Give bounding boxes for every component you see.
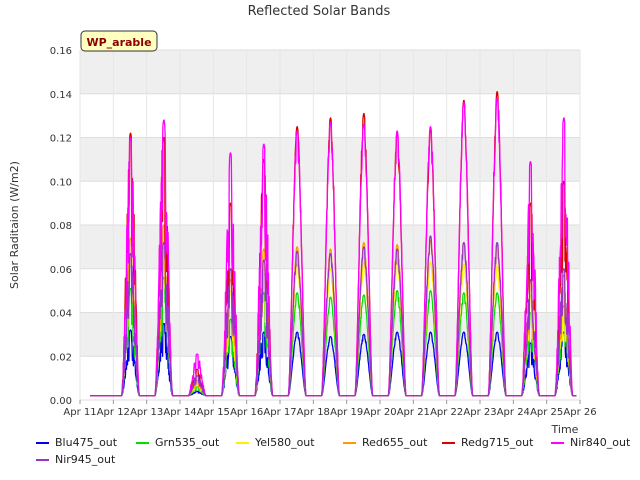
x-tick-label: Apr 16: [230, 407, 263, 418]
x-tick-label: Apr 15: [197, 407, 230, 418]
legend-item: Nir945_out: [36, 453, 115, 466]
grid-band: [80, 312, 580, 357]
x-tick-label: Apr 14: [163, 407, 196, 418]
x-tick-label: Apr 23: [463, 407, 496, 418]
legend-swatch: [36, 458, 49, 461]
series-line-Nir945_out: [89, 235, 577, 397]
legend-item: Blu475_out: [36, 436, 117, 449]
y-axis-ticks: 0.00 0.02 0.04 0.06 0.08 0.10 0.12 0.14 0.16: [50, 46, 72, 407]
x-tick-label: Apr 18: [297, 407, 330, 418]
y-tick-label: 0.02: [50, 352, 72, 363]
legend-swatch: [136, 441, 149, 444]
legend-swatch: [551, 441, 564, 444]
legend-swatch: [236, 441, 249, 444]
station-badge-label: WP_arable: [86, 36, 151, 49]
x-axis-ticks: Apr 11 Apr 12 Apr 13 Apr 14 Apr 15 Apr 16 Apr …: [63, 400, 597, 418]
x-tick-label: Apr 17: [263, 407, 296, 418]
legend-label: Grn535_out: [155, 436, 220, 449]
legend-item: Redg715_out: [442, 436, 533, 449]
station-badge: WP_arable: [80, 30, 158, 52]
x-tick-label: Apr 11: [63, 407, 96, 418]
legend-swatch: [442, 441, 455, 444]
y-tick-label: 0.00: [50, 396, 72, 407]
y-tick-label: 0.14: [50, 90, 72, 101]
x-tick-label: Apr 12: [97, 407, 130, 418]
x-tick-label: Apr 19: [330, 407, 363, 418]
legend-swatch: [36, 441, 49, 444]
legend-label: Blu475_out: [55, 436, 118, 449]
series-layer: [89, 91, 577, 397]
y-tick-label: 0.12: [50, 134, 72, 145]
y-tick-label: 0.10: [50, 177, 72, 188]
y-tick-label: 0.08: [50, 221, 72, 232]
legend-label: Yel580_out: [255, 436, 315, 449]
station-badge-box: [80, 30, 158, 52]
legend-label: Nir840_out: [570, 436, 631, 449]
legend-label: Red655_out: [362, 436, 428, 449]
legend-item: Yel580_out: [236, 436, 315, 449]
y-axis-label: Solar Raditaion (W/m2): [8, 161, 21, 289]
grid-band: [80, 225, 580, 269]
legend-swatch: [343, 441, 356, 444]
x-tick-label: Apr 13: [130, 407, 163, 418]
legend-label: Redg715_out: [461, 436, 534, 449]
x-tick-label: Apr 20: [363, 407, 396, 418]
y-tick-label: 0.06: [50, 265, 72, 276]
legend-label: Nir945_out: [55, 453, 116, 466]
chart-title: Reflected Solar Bands: [248, 4, 391, 19]
y-tick-label: 0.16: [50, 46, 72, 57]
x-tick-label: Apr 22: [430, 407, 463, 418]
legend-item: Nir840_out: [551, 436, 630, 449]
y-tick-label: 0.04: [50, 309, 72, 320]
x-tick-label: Apr 24: [497, 407, 530, 418]
x-axis-label: Time: [551, 423, 579, 436]
grid-band: [80, 50, 580, 94]
x-tick-label: Apr 21: [397, 407, 430, 418]
legend-item: Red655_out: [343, 436, 427, 449]
grid-band: [80, 137, 580, 182]
x-tick-label: Apr 26: [563, 407, 596, 418]
legend-item: Grn535_out: [136, 436, 219, 449]
x-tick-label: Apr 25: [530, 407, 563, 418]
